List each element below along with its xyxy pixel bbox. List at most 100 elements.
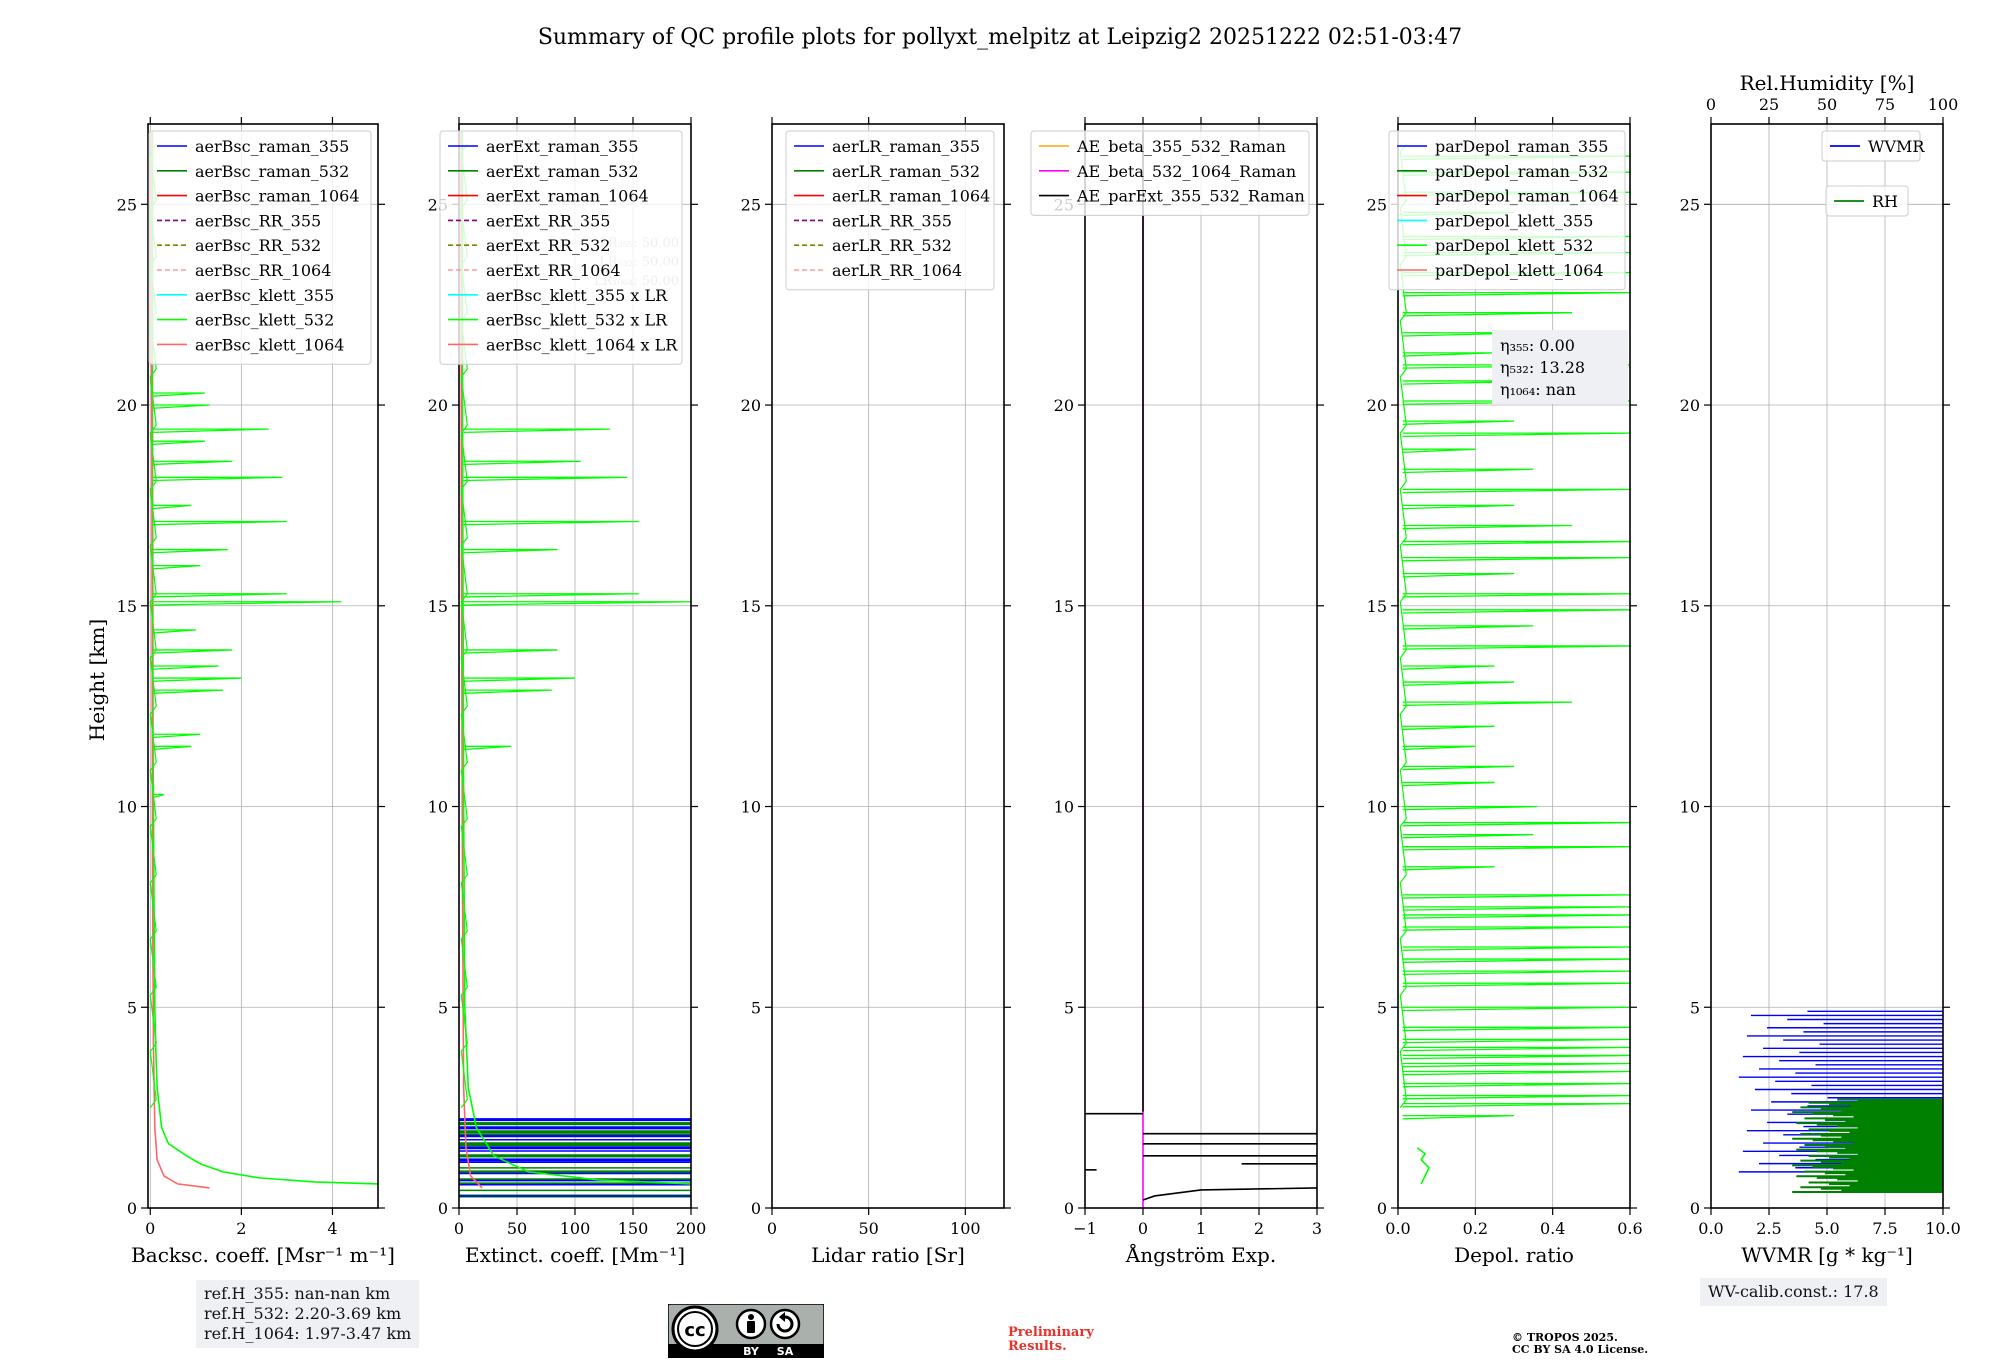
y-tick-label: 10 — [741, 798, 761, 817]
spike — [1402, 645, 1631, 650]
x-tick-label: 0.4 — [1540, 1219, 1565, 1238]
y-tick-label: 20 — [117, 396, 137, 415]
copyright-line-2: CC BY SA 4.0 License. — [1512, 1343, 1649, 1356]
axes-frame — [1397, 123, 1631, 1209]
spike — [1402, 573, 1515, 578]
x-axis-label: Extinct. coeff. [Mm⁻¹] — [465, 1243, 685, 1267]
y-tick-label: 15 — [741, 597, 761, 616]
spike — [1402, 1115, 1515, 1120]
spike — [1402, 866, 1495, 871]
series-line-aerBsc-klett-532 — [151, 132, 379, 1185]
legend-label: aerExt_RR_532 — [486, 236, 610, 255]
y-tick-label: 20 — [1367, 396, 1387, 415]
spike — [1402, 725, 1495, 731]
x-tick-label: −1 — [1073, 1219, 1097, 1238]
spike — [1402, 781, 1495, 787]
legend-label: aerExt_raman_532 — [486, 162, 639, 181]
spike — [1402, 1082, 1631, 1088]
eta-label: η₅₃₂: 13.28 — [1500, 358, 1585, 377]
x-tick-label: 2 — [236, 1219, 246, 1238]
legend-label: AE_beta_532_1064_Raman — [1076, 162, 1296, 181]
spike — [1402, 846, 1631, 851]
spike — [463, 601, 692, 606]
spike — [1402, 1102, 1631, 1108]
wv-calibration-box: WV-calib.const.: 17.8 — [1700, 1278, 1887, 1306]
y-tick-label: 20 — [428, 396, 448, 415]
legend-label: aerExt_RR_1064 — [486, 261, 621, 280]
spike — [152, 593, 287, 598]
y-tick-label: 10 — [1367, 798, 1387, 817]
spike — [1402, 665, 1495, 670]
y-tick-label: 10 — [117, 798, 137, 817]
spike — [1402, 1094, 1631, 1100]
y-tick-label: 25 — [1680, 195, 1700, 214]
spike — [1402, 982, 1631, 988]
y-tick-label: 25 — [741, 195, 761, 214]
eta-box — [1492, 330, 1628, 404]
spike — [463, 593, 639, 598]
x-tick-label: 0.0 — [1385, 1219, 1410, 1238]
y-tick-label: 20 — [1054, 396, 1074, 415]
spike — [1402, 432, 1631, 438]
spike — [1402, 312, 1573, 317]
spike — [152, 548, 228, 554]
x-tick-label: 0.0 — [1698, 1219, 1723, 1238]
panel-wvmr: 0.0 2.5 5.0 7.5 10.0 0 5 10 15 20 25 WVMR [g * kg⁻¹… — [1680, 71, 1961, 1267]
y-tick-label: 10 — [428, 798, 448, 817]
x-tick-label: 200 — [676, 1219, 707, 1238]
legend-box — [148, 130, 372, 365]
spike — [152, 677, 242, 682]
legend-label: parDepol_raman_355 — [1435, 137, 1608, 156]
spike — [152, 629, 196, 634]
x-tick-label: 50 — [858, 1219, 878, 1238]
series-line-aerBsc-klett-532-x-LR — [461, 132, 692, 1185]
spike — [1402, 488, 1631, 494]
top-x-tick-label: 0 — [1706, 95, 1716, 114]
spike — [1402, 1054, 1631, 1060]
spike — [1402, 556, 1631, 562]
spike — [1402, 291, 1631, 297]
y-tick-label: 15 — [1054, 597, 1074, 616]
legend-label: RH — [1872, 192, 1898, 211]
spike — [1402, 1006, 1631, 1012]
y-tick-label: 0 — [1690, 1199, 1700, 1218]
legend-label: aerLR_RR_355 — [832, 211, 952, 230]
prelim-line-1: Preliminary — [1008, 1325, 1094, 1340]
cc-by-sa-license-badge: cc BY SA — [668, 1304, 824, 1358]
spike — [152, 476, 283, 482]
sa-text: SA — [777, 1345, 794, 1358]
wv-calib-const: WV-calib.const.: 17.8 — [1708, 1282, 1879, 1301]
x-tick-label: 0 — [145, 1219, 155, 1238]
legend-label: AE_parExt_355_532_Raman — [1076, 187, 1305, 206]
x-tick-label: 50 — [507, 1219, 527, 1238]
panel-depol: 0.0 0.2 0.4 0.6 0 5 10 15 20 25 Depol. ratio η₃₅₅: … — [1367, 117, 1643, 1267]
legend-label: aerBsc_klett_1064 — [195, 335, 344, 354]
spike — [152, 733, 201, 739]
legend-box — [1030, 130, 1310, 216]
spike — [1402, 946, 1631, 951]
spike — [1402, 701, 1573, 706]
legend-box — [1821, 130, 1921, 162]
y-tick-label: 0 — [1377, 1199, 1387, 1218]
y-tick-label: 5 — [438, 998, 448, 1017]
y-tick-label: 5 — [751, 998, 761, 1017]
top-x-tick-label: 25 — [1759, 95, 1779, 114]
y-tick-label: 15 — [1367, 597, 1387, 616]
spike — [1402, 765, 1515, 771]
x-tick-label: 0.2 — [1463, 1219, 1488, 1238]
y-tick-label: 0 — [1064, 1199, 1074, 1218]
spike — [1402, 1026, 1631, 1032]
spike — [1402, 894, 1631, 899]
panel-lr: 0 50 100 0 5 10 15 20 25 Lidar ratio [Sr] aerLR_ra… — [741, 117, 1011, 1267]
sa-share-icon — [769, 1308, 801, 1340]
legend-label: aerBsc_RR_1064 — [195, 261, 331, 280]
spike — [1402, 926, 1631, 931]
y-axis-label: Height [km] — [85, 619, 109, 741]
legend-label: aerBsc_klett_1064 x LR — [486, 335, 678, 354]
spike — [1402, 625, 1534, 630]
spike — [1402, 1062, 1631, 1068]
figure-title: Summary of QC profile plots for pollyxt_… — [538, 25, 1462, 50]
y-tick-label: 5 — [1064, 998, 1074, 1017]
spike — [152, 649, 233, 654]
